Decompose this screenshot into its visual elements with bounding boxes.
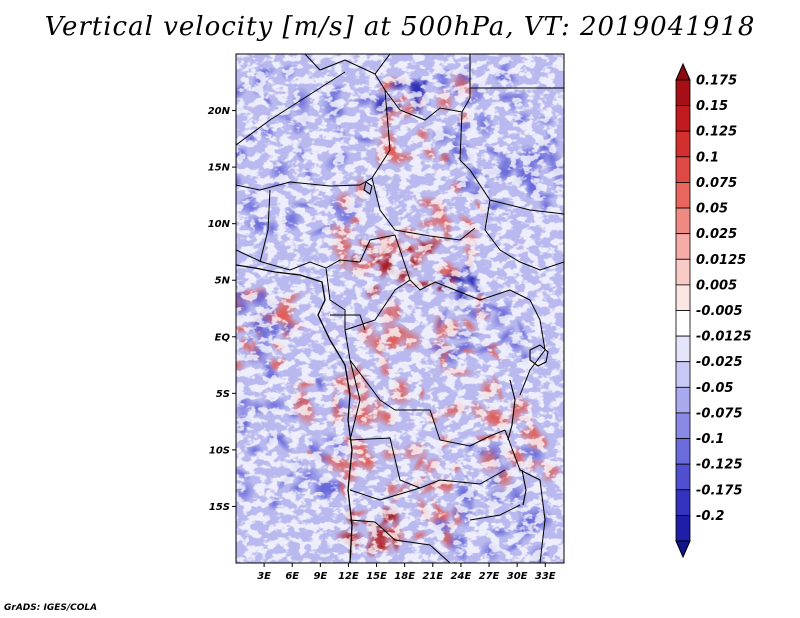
colorbar-swatch bbox=[675, 130, 691, 158]
country-borders bbox=[236, 54, 564, 563]
lon-tick-label: 30E bbox=[507, 571, 528, 582]
colorbar-label: -0.005 bbox=[696, 304, 743, 319]
lon-tick-label: 6E bbox=[285, 571, 299, 582]
colorbar-swatch bbox=[675, 438, 691, 465]
colorbar-swatch bbox=[675, 386, 691, 414]
lon-tick-label: 12E bbox=[338, 571, 359, 582]
plot-title: Vertical velocity [m/s] at 500hPa, VT: 2… bbox=[44, 12, 756, 42]
colorbar-swatch bbox=[675, 361, 691, 388]
lon-tick-label: 9E bbox=[313, 571, 327, 582]
colorbar-swatch bbox=[675, 514, 691, 542]
lon-tick-label: 18E bbox=[394, 571, 415, 582]
colorbar-swatch bbox=[675, 156, 691, 183]
colorbar-label: 0.125 bbox=[696, 125, 737, 140]
longitude-axis: 3E 6E 9E 12E 15E 18E 21E 24E 27E 30E 33E bbox=[257, 563, 556, 582]
colorbar-label: -0.025 bbox=[696, 355, 743, 370]
colorbar-swatch bbox=[675, 233, 691, 260]
colorbar-label: 0.15 bbox=[696, 99, 728, 114]
colorbar-swatch bbox=[675, 182, 691, 209]
colorbar-label: 0.05 bbox=[696, 202, 728, 217]
colorbar-label: -0.175 bbox=[696, 483, 743, 498]
colorbar-label: -0.05 bbox=[696, 381, 733, 396]
colorbar-label: -0.0125 bbox=[696, 330, 752, 345]
colorbar: 0.175 0.15 0.125 0.1 0.075 0.05 0.025 0.0125 0.0… bbox=[675, 62, 752, 559]
lat-tick-label: 5N bbox=[215, 276, 231, 287]
coastline bbox=[236, 264, 353, 563]
lon-tick-label: 21E bbox=[422, 571, 443, 582]
colorbar-top-triangle bbox=[675, 62, 691, 81]
colorbar-label: -0.2 bbox=[696, 509, 724, 524]
lakes bbox=[363, 181, 549, 506]
map-frame bbox=[235, 53, 565, 564]
colorbar-label: -0.075 bbox=[696, 406, 743, 421]
colorbar-label: 0.175 bbox=[696, 74, 737, 89]
colorbar-label: 0.1 bbox=[696, 150, 719, 165]
colorbar-bottom-triangle bbox=[675, 540, 691, 559]
colorbar-swatch bbox=[675, 335, 691, 363]
colorbar-label: -0.125 bbox=[696, 458, 743, 473]
colorbar-swatch bbox=[675, 412, 691, 439]
velocity-field bbox=[236, 54, 564, 563]
colorbar-swatch bbox=[675, 284, 691, 311]
colorbar-swatch bbox=[675, 207, 691, 235]
lat-tick-label: 10S bbox=[209, 445, 230, 456]
lon-tick-label: 24E bbox=[451, 571, 472, 582]
colorbar-swatch bbox=[675, 463, 691, 491]
lat-tick-label: 15N bbox=[208, 163, 231, 174]
colorbar-swatch bbox=[675, 489, 691, 516]
lat-tick-label: 10N bbox=[208, 219, 231, 230]
colorbar-label: 0.025 bbox=[696, 227, 737, 242]
colorbar-swatch bbox=[675, 258, 691, 286]
lat-tick-label: 15S bbox=[209, 502, 230, 513]
lon-tick-label: 33E bbox=[535, 571, 556, 582]
colorbar-label: -0.1 bbox=[696, 432, 724, 447]
colorbar-label: 0.0125 bbox=[696, 253, 746, 268]
lon-tick-label: 3E bbox=[257, 571, 271, 582]
colorbar-swatch bbox=[675, 310, 691, 337]
grads-credit: GrADS: IGES/COLA bbox=[4, 603, 98, 613]
lon-tick-label: 27E bbox=[479, 571, 500, 582]
colorbar-label: 0.005 bbox=[696, 278, 737, 293]
lat-tick-label: 5S bbox=[216, 389, 230, 400]
colorbar-label: 0.075 bbox=[696, 176, 737, 191]
latitude-axis: 20N 15N 10N 5N EQ 5S 10S 15S bbox=[208, 106, 236, 513]
lon-tick-label: 15E bbox=[366, 571, 387, 582]
colorbar-swatch bbox=[675, 79, 691, 107]
colorbar-swatch bbox=[675, 105, 691, 132]
lat-tick-label: 20N bbox=[208, 106, 231, 117]
lat-tick-label: EQ bbox=[215, 332, 231, 343]
